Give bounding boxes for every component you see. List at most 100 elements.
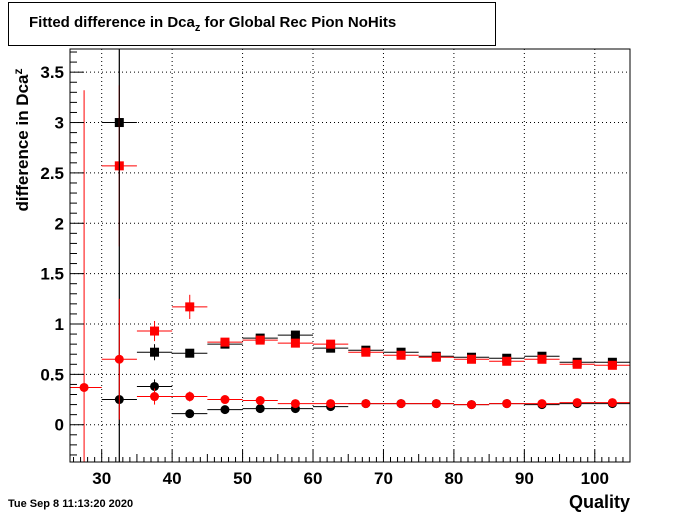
circle-marker (79, 382, 89, 392)
square-data-point (594, 360, 630, 370)
square-data-point (383, 350, 419, 360)
x-tick-label: 80 (444, 469, 463, 488)
x-tick-label: 90 (515, 469, 534, 488)
x-axis-label: Quality (568, 492, 630, 512)
square-data-point (136, 344, 173, 361)
y-tick-label: 1 (55, 315, 64, 334)
circle-marker (572, 398, 582, 408)
circle-data-point (101, 298, 137, 420)
plot-frame (69, 48, 631, 463)
x-tick-label: 100 (581, 469, 609, 488)
square-data-point (242, 335, 278, 345)
square-marker (185, 302, 195, 312)
circle-data-point (207, 395, 243, 405)
square-marker (185, 348, 195, 358)
circle-data-point (348, 399, 384, 409)
circle-marker (361, 399, 371, 409)
square-marker (150, 326, 160, 336)
circle-marker (396, 399, 406, 409)
square-marker (290, 338, 300, 348)
circle-marker (607, 398, 617, 408)
square-marker (361, 347, 371, 357)
y-tick-label: 0 (55, 416, 64, 435)
data-points (70, 49, 630, 462)
square-marker (326, 339, 336, 349)
circle-data-point (242, 396, 278, 406)
timestamp: Tue Sep 8 11:13:20 2020 (8, 498, 134, 510)
y-tick-label: 3 (55, 114, 64, 133)
x-tick-label: 60 (304, 469, 323, 488)
y-tick-label: 1.5 (40, 265, 64, 284)
grid (70, 49, 630, 462)
square-data-point (277, 330, 314, 340)
square-marker (431, 352, 441, 362)
circle-data-point (524, 399, 560, 409)
square-data-point (277, 338, 314, 348)
y-tick-label: 2.5 (40, 164, 64, 183)
y-tick-label: 0.5 (40, 365, 64, 384)
square-marker (290, 330, 300, 340)
x-tick-label: 50 (233, 469, 252, 488)
circle-data-point (313, 399, 349, 409)
chart-title: Fitted difference in Dcaz for Global Rec… (29, 14, 397, 34)
circle-marker (185, 392, 195, 402)
circle-marker (220, 405, 230, 415)
circle-data-point (207, 405, 243, 415)
square-marker (607, 360, 617, 370)
square-data-point (313, 339, 349, 349)
square-marker (396, 350, 406, 360)
circle-marker (220, 395, 230, 405)
circle-marker (255, 396, 265, 406)
circle-marker (431, 399, 441, 409)
circle-data-point (418, 399, 454, 409)
square-data-point (136, 320, 173, 342)
square-data-point (418, 352, 454, 362)
square-marker (502, 356, 512, 366)
title-box: Fitted difference in Dcaz for Global Rec… (8, 2, 496, 46)
circle-marker (150, 392, 160, 402)
square-data-point (453, 354, 490, 364)
circle-data-point (70, 90, 102, 462)
circle-marker (537, 399, 547, 409)
x-tick-label: 30 (92, 469, 111, 488)
square-marker (150, 347, 160, 357)
square-marker (537, 354, 547, 364)
circle-marker (185, 409, 195, 419)
circle-marker (150, 381, 160, 391)
circle-marker (467, 400, 477, 410)
square-data-point (489, 356, 525, 366)
square-marker (255, 335, 265, 345)
x-tick-label: 70 (374, 469, 393, 488)
circle-data-point (559, 398, 595, 408)
circle-data-point (489, 399, 525, 409)
y-axis-label: difference in Dcaz (11, 68, 32, 212)
square-data-point (207, 337, 243, 347)
circle-data-point (594, 398, 630, 408)
circle-marker (290, 399, 300, 409)
circle-data-point (136, 379, 173, 394)
x-tick-label: 40 (163, 469, 182, 488)
circle-marker (502, 399, 512, 409)
square-data-point (524, 354, 560, 364)
y-tick-label: 2 (55, 214, 64, 233)
circle-marker (255, 404, 265, 414)
circle-data-point (453, 400, 490, 410)
circle-data-point (136, 388, 173, 405)
square-marker (467, 354, 477, 364)
circle-data-point (383, 399, 419, 409)
circle-data-point (242, 404, 278, 414)
square-data-point (172, 294, 208, 319)
square-marker (220, 337, 230, 347)
y-tick-label: 3.5 (40, 63, 64, 82)
circle-marker (114, 354, 124, 364)
square-marker (572, 359, 582, 369)
circle-data-point (172, 391, 208, 402)
square-data-point (348, 347, 384, 357)
circle-marker (326, 399, 336, 409)
circle-data-point (172, 409, 208, 419)
circle-data-point (277, 399, 314, 409)
square-data-point (559, 359, 595, 369)
axes: 30 40 50 60 70 80 90 100 0 0.5 1 1.5 2 2.5 3 3.5 (40, 51, 631, 488)
square-data-point (172, 348, 208, 358)
